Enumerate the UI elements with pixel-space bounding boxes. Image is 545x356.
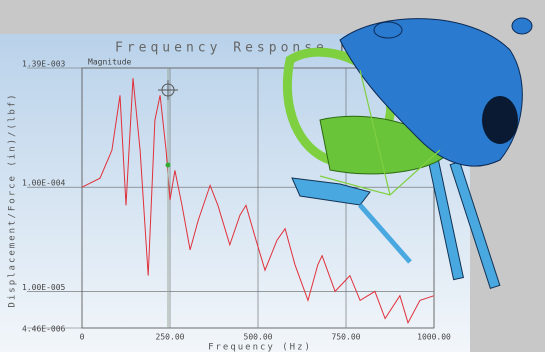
marks: 4.46E-006 1.00E-005 1.00E-004 1.39E-003 0 250… [22,60,451,342]
data-line [81,78,435,325]
x-tick-label: 0 [80,333,85,342]
cursor-point [165,162,171,168]
y-axis-label: Displacement/Force (in)/(lbf) [8,92,18,307]
y-tick-label: 4.46E-006 [22,325,66,334]
x-tick-label: 500.00 [244,333,273,342]
fe-model [282,17,533,289]
x-tick-label: 1000.00 [417,333,451,342]
x-tick-label: 750.00 [332,333,361,342]
x-tick-label: 250.00 [156,333,185,342]
y-tick-label: 1.39E-003 [22,60,66,69]
y-tick-label: 1.00E-004 [22,179,66,188]
y-tick-label: 1.00E-005 [22,283,66,292]
subtitle: Magnitude [88,58,132,67]
crosshair [158,80,178,100]
x-axis-label: Frequency (Hz) [208,343,312,353]
